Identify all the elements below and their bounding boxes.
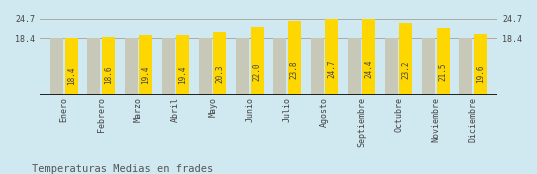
- Bar: [88, 38, 100, 95]
- Bar: [214, 32, 227, 95]
- Bar: [199, 38, 212, 95]
- Text: 20.3: 20.3: [215, 64, 224, 82]
- Text: 19.4: 19.4: [178, 65, 187, 84]
- Bar: [385, 38, 398, 95]
- Text: 22.0: 22.0: [253, 62, 262, 81]
- Bar: [474, 34, 487, 95]
- Text: 24.4: 24.4: [364, 60, 373, 78]
- Bar: [422, 38, 435, 95]
- Bar: [437, 29, 449, 95]
- Bar: [65, 38, 78, 95]
- Bar: [176, 35, 190, 95]
- Text: 19.4: 19.4: [141, 65, 150, 84]
- Bar: [102, 38, 115, 95]
- Bar: [459, 38, 472, 95]
- Bar: [310, 38, 323, 95]
- Bar: [273, 38, 286, 95]
- Bar: [288, 21, 301, 95]
- Bar: [251, 27, 264, 95]
- Bar: [50, 38, 63, 95]
- Bar: [236, 38, 249, 95]
- Bar: [400, 23, 412, 95]
- Text: 18.6: 18.6: [104, 66, 113, 84]
- Bar: [125, 38, 137, 95]
- Bar: [362, 19, 375, 95]
- Bar: [162, 38, 175, 95]
- Bar: [139, 35, 152, 95]
- Bar: [325, 18, 338, 95]
- Text: 19.6: 19.6: [476, 65, 485, 83]
- Text: 23.2: 23.2: [401, 61, 410, 79]
- Text: 21.5: 21.5: [439, 63, 447, 81]
- Text: 18.4: 18.4: [67, 66, 76, 85]
- Text: Temperaturas Medias en frades: Temperaturas Medias en frades: [32, 164, 214, 174]
- Bar: [347, 38, 361, 95]
- Text: 24.7: 24.7: [327, 59, 336, 78]
- Text: 23.8: 23.8: [290, 60, 299, 79]
